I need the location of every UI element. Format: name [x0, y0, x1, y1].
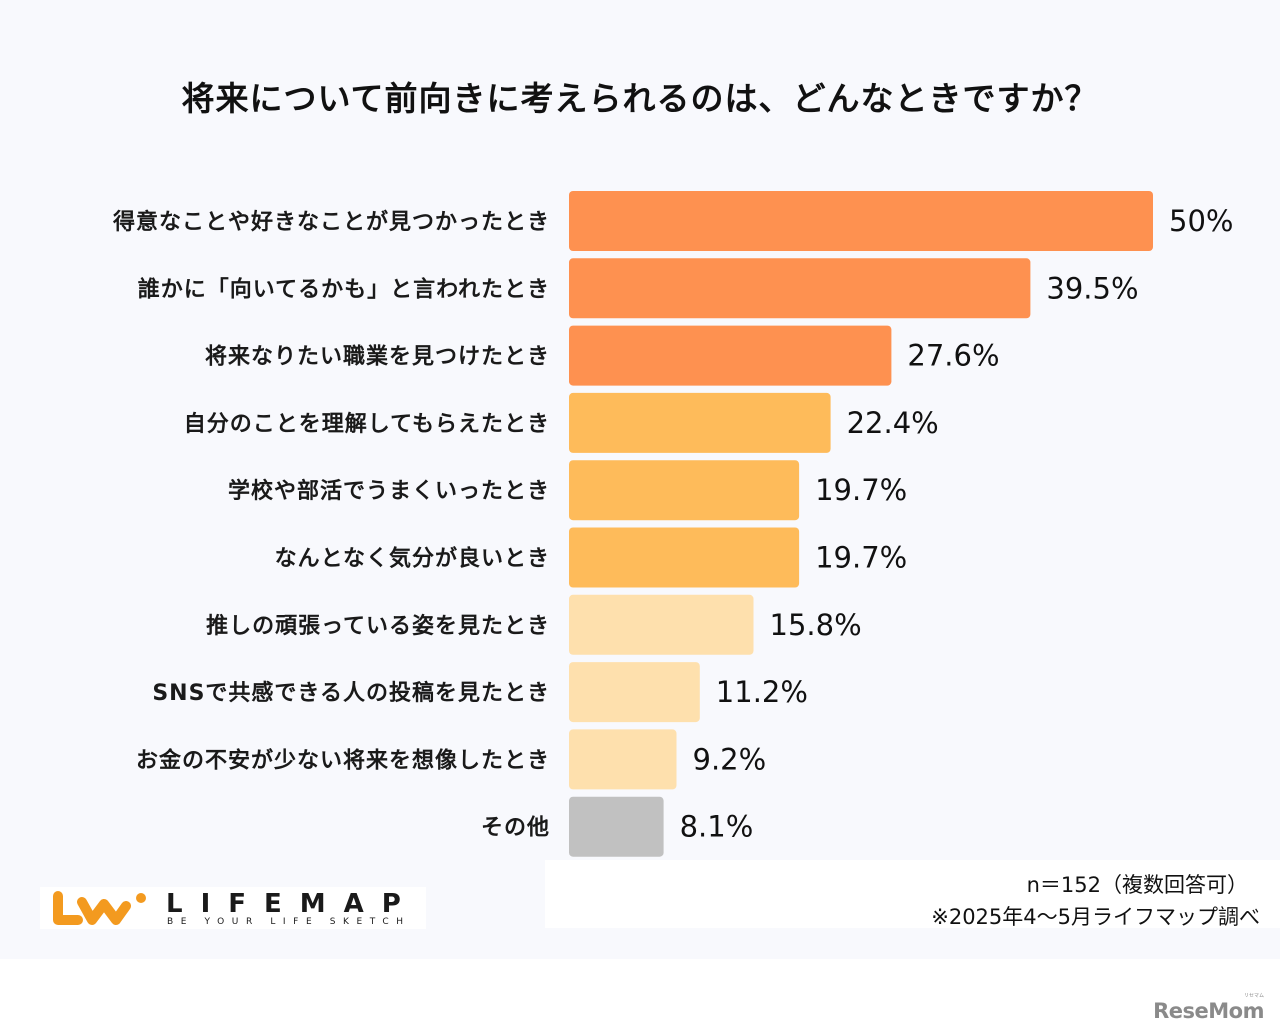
category-label: 学校や部活でうまくいったとき: [228, 478, 550, 504]
category-label: なんとなく気分が良いとき: [275, 546, 550, 572]
value-label: 19.7%: [815, 541, 907, 575]
chart-title: 将来について前向きに考えられるのは、どんなときですか？: [181, 79, 1099, 118]
bar-chart: 得意なことや好きなことが見つかったとき誰かに「向いてるかも」と言われたとき将来な…: [112, 191, 1234, 857]
footer-notes: n＝152（複数回答可） ※2025年4〜5月ライフマップ調べ: [545, 860, 1280, 929]
bar: [569, 325, 892, 386]
bar: [569, 796, 664, 857]
value-label: 9.2%: [693, 742, 767, 776]
value-label: 8.1%: [680, 810, 754, 844]
value-label: 39.5%: [1046, 271, 1138, 305]
category-label: 得意なことや好きなことが見つかったとき: [112, 209, 550, 235]
source-note: ※2025年4〜5月ライフマップ調べ: [931, 905, 1260, 929]
value-label: 11.2%: [716, 675, 808, 709]
value-label: 22.4%: [847, 406, 939, 440]
lifemap-logo-mark-icon: [53, 891, 146, 925]
bar: [569, 392, 831, 453]
category-label: 誰かに「向いてるかも」と言われたとき: [138, 276, 550, 302]
bar: [569, 527, 800, 588]
category-label: SNSで共感できる人の投稿を見たとき: [152, 680, 550, 706]
category-labels: 得意なことや好きなことが見つかったとき誰かに「向いてるかも」と言われたとき将来な…: [112, 209, 550, 841]
logo-tagline: BE YOUR LIFE SKETCH: [167, 917, 411, 927]
value-label: 27.6%: [907, 339, 999, 373]
category-label: その他: [481, 816, 550, 841]
logo-wordmark: LIFEMAP: [166, 889, 419, 919]
category-label: 推しの頑張っている姿を見たとき: [206, 613, 550, 639]
bars: [569, 191, 1153, 857]
value-labels: 50% 39.5% 27.6% 22.4% 19.7% 19.7% 15.8% 11.2% 9.…: [680, 204, 1234, 844]
lifemap-logo: LIFEMAP BE YOUR LIFE SKETCH: [40, 887, 426, 929]
bar: [569, 460, 800, 521]
value-label: 50%: [1169, 204, 1233, 238]
bar: [569, 662, 700, 723]
bar: [569, 729, 677, 790]
sample-size-note: n＝152（複数回答可）: [1026, 873, 1248, 897]
value-label: 19.7%: [815, 473, 907, 507]
category-label: 将来なりたい職業を見つけたとき: [205, 344, 550, 370]
resemom-watermark: ReseMom: [1153, 999, 1264, 1023]
value-label: 15.8%: [770, 608, 862, 642]
bar: [569, 594, 754, 655]
category-label: 自分のことを理解してもらえたとき: [184, 411, 550, 437]
chart-canvas: 将来について前向きに考えられるのは、どんなときですか？ 得意なことや好きなことが…: [40, 79, 1280, 929]
bar: [569, 258, 1031, 319]
category-label: お金の不安が少ない将来を想像したとき: [136, 747, 550, 773]
watermark-ruby: リセマム: [1243, 993, 1264, 999]
bar: [569, 191, 1153, 251]
